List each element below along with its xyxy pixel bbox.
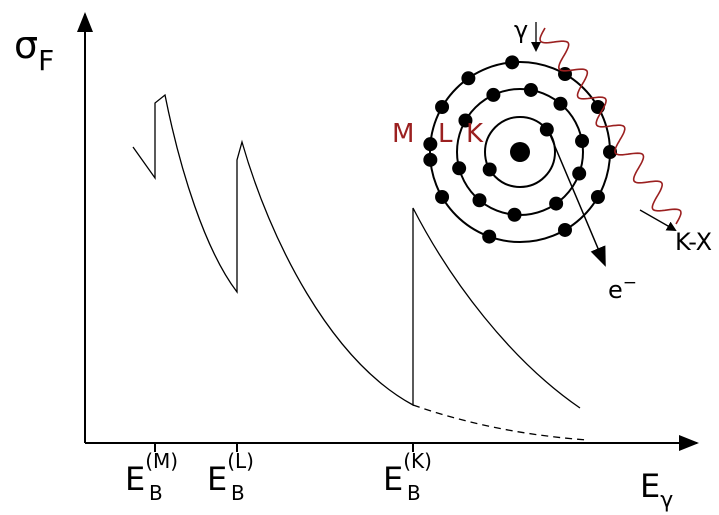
- fluorescence-label: K-X: [675, 228, 712, 256]
- cross-section-curve: [133, 95, 580, 408]
- electron: [452, 161, 466, 175]
- edge-sup: (L): [227, 449, 254, 473]
- edge-base: E: [383, 460, 403, 498]
- electron: [540, 123, 554, 137]
- electron-label: e−: [608, 273, 637, 304]
- electron: [591, 190, 605, 204]
- atom: [423, 55, 617, 243]
- edge-base: E: [207, 460, 227, 498]
- electron: [549, 197, 563, 211]
- electron: [483, 163, 497, 177]
- nucleus: [510, 142, 530, 162]
- electron: [423, 137, 437, 151]
- electron: [482, 230, 496, 244]
- photon-wave: [540, 28, 681, 224]
- electron: [591, 100, 605, 114]
- y-axis-label: σF: [14, 23, 54, 77]
- electron: [553, 97, 567, 111]
- extrapolation: [413, 405, 588, 440]
- electron: [558, 223, 572, 237]
- edge-label: E(M) B: [125, 449, 178, 505]
- electron: [461, 71, 475, 85]
- edge-sub: B: [231, 481, 245, 505]
- x-ray-arrow: [640, 210, 675, 230]
- electron: [473, 193, 487, 207]
- edge-sub: B: [407, 481, 421, 505]
- electron: [435, 100, 449, 114]
- electron: [572, 167, 586, 181]
- shell-label: L: [438, 119, 453, 149]
- electron: [423, 153, 437, 167]
- edge-sup: (K): [403, 449, 432, 473]
- photon-label: γ: [514, 16, 528, 44]
- electron: [524, 83, 538, 97]
- electron: [575, 134, 589, 148]
- edge-sub: B: [149, 481, 163, 505]
- electron: [508, 208, 522, 222]
- x-axis-label: Eγ: [640, 467, 673, 513]
- electron: [435, 190, 449, 204]
- edge-label: E(K) B: [383, 449, 432, 505]
- edge-base: E: [125, 460, 145, 498]
- diagram: σF Eγ E(M)BE(L)BE(K)B M L K γ K-X e−: [0, 0, 719, 515]
- electron: [486, 88, 500, 102]
- edge-label: E(L) B: [207, 449, 254, 505]
- electron: [505, 55, 519, 69]
- edge-sup: (M): [145, 449, 178, 473]
- shell-label: K: [466, 119, 484, 149]
- shell-label: M: [392, 119, 414, 149]
